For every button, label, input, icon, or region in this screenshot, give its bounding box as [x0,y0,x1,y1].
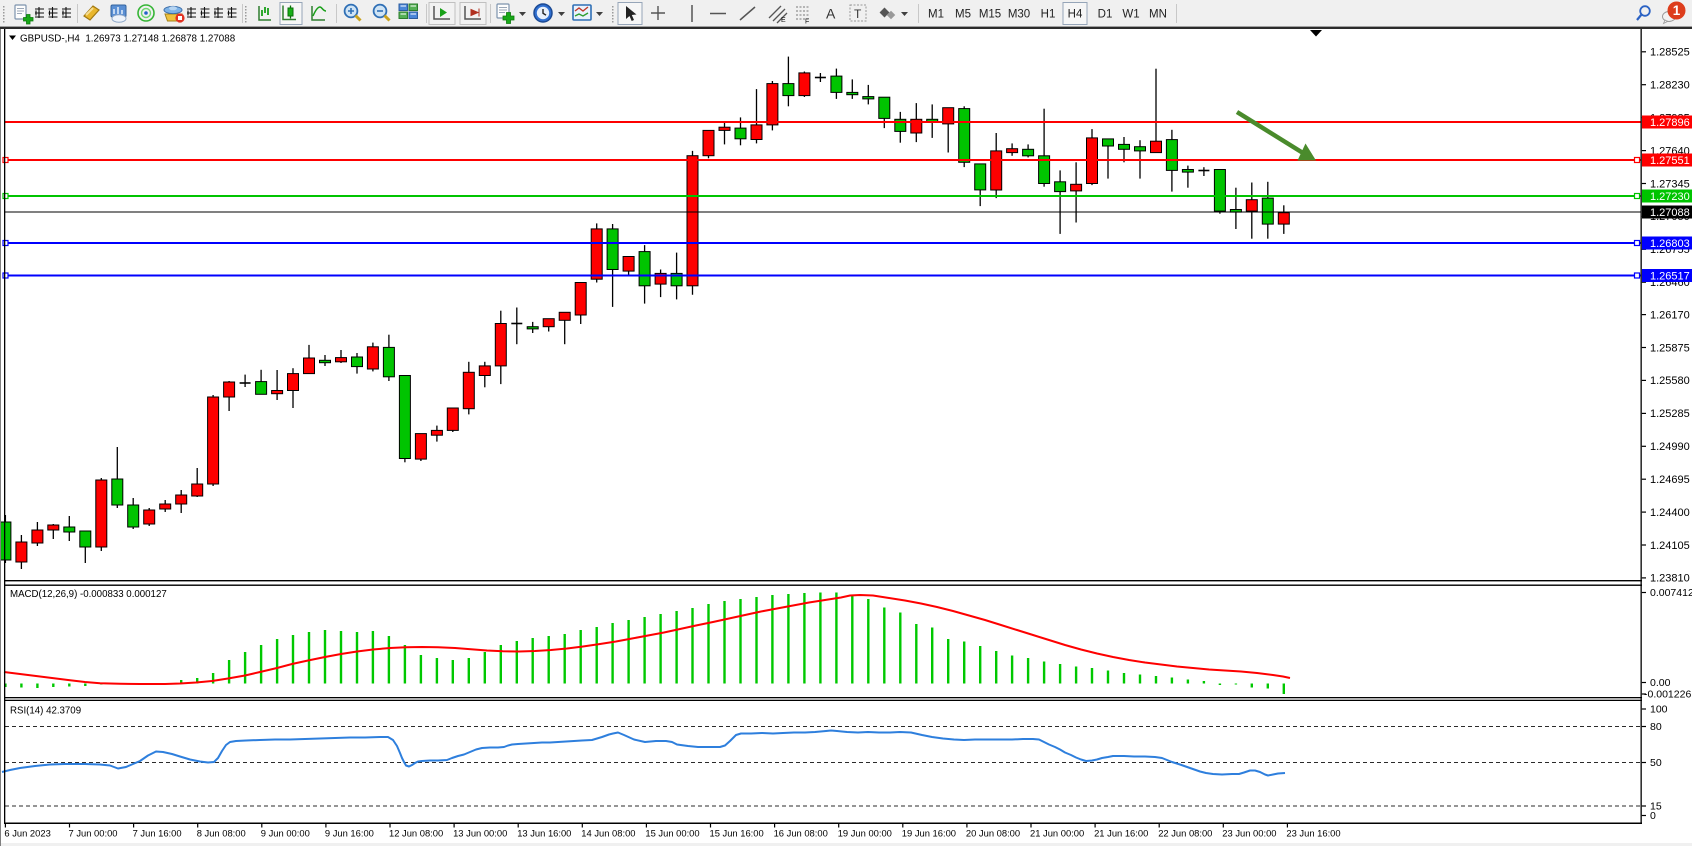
svg-text:1.24695: 1.24695 [1650,474,1690,486]
svg-text:7 Jun 00:00: 7 Jun 00:00 [69,827,118,838]
svg-text:14 Jun 08:00: 14 Jun 08:00 [581,827,635,838]
svg-text:1.26517: 1.26517 [1650,270,1690,282]
svg-text:1.28230: 1.28230 [1650,80,1690,92]
svg-text:0.00: 0.00 [1650,677,1671,689]
svg-text:0: 0 [1650,810,1656,822]
svg-text:1.27088: 1.27088 [1650,207,1690,219]
svg-text:9 Jun 16:00: 9 Jun 16:00 [325,827,374,838]
svg-text:D1: D1 [1098,9,1113,21]
svg-text:100: 100 [1650,704,1668,716]
svg-text:19 Jun 00:00: 19 Jun 00:00 [838,827,892,838]
svg-text:W1: W1 [1122,9,1139,21]
svg-text:1.24105: 1.24105 [1650,540,1690,552]
svg-text:21 Jun 16:00: 21 Jun 16:00 [1094,827,1148,838]
svg-text:1.28525: 1.28525 [1650,47,1690,59]
svg-text:1.27896: 1.27896 [1650,117,1690,129]
svg-text:21 Jun 00:00: 21 Jun 00:00 [1030,827,1084,838]
svg-text:16 Jun 08:00: 16 Jun 08:00 [774,827,828,838]
svg-text:F: F [805,19,809,26]
svg-text:1.23810: 1.23810 [1650,573,1690,585]
svg-text:M1: M1 [928,9,944,21]
svg-text:15: 15 [1650,801,1662,813]
svg-text:15 Jun 00:00: 15 Jun 00:00 [645,827,699,838]
svg-text:15 Jun 16:00: 15 Jun 16:00 [710,827,764,838]
svg-text:1.26803: 1.26803 [1650,238,1690,250]
svg-text:M30: M30 [1008,9,1030,21]
svg-text:-0.001226: -0.001226 [1644,689,1691,701]
svg-text:M5: M5 [955,9,971,21]
svg-text:23 Jun 16:00: 23 Jun 16:00 [1286,827,1340,838]
svg-text:6 Jun 2023: 6 Jun 2023 [4,827,50,838]
svg-text:E: E [781,17,786,24]
svg-text:M15: M15 [979,9,1001,21]
svg-text:MN: MN [1149,9,1167,21]
svg-text:1.24990: 1.24990 [1650,441,1690,453]
svg-text:0.007412: 0.007412 [1650,587,1692,599]
svg-text:T: T [854,7,862,21]
svg-text:1.26170: 1.26170 [1650,309,1690,321]
svg-text:1.25875: 1.25875 [1650,342,1690,354]
svg-text:23 Jun 00:00: 23 Jun 00:00 [1222,827,1276,838]
svg-text:1.27551: 1.27551 [1650,155,1690,167]
svg-text:50: 50 [1650,757,1662,769]
svg-text:MACD(12,26,9) -0.000833 0.0001: MACD(12,26,9) -0.000833 0.000127 [10,589,167,600]
svg-text:20 Jun 08:00: 20 Jun 08:00 [966,827,1020,838]
svg-text:A: A [826,6,836,22]
svg-text:1.24400: 1.24400 [1650,507,1690,519]
svg-text:1.25580: 1.25580 [1650,375,1690,387]
svg-text:GBPUSD-,H4 1.26973 1.27148 1.: GBPUSD-,H4 1.26973 1.27148 1.26878 1.270… [20,34,236,45]
svg-text:1: 1 [1673,3,1681,18]
svg-text:9 Jun 00:00: 9 Jun 00:00 [261,827,310,838]
svg-text:1.25285: 1.25285 [1650,408,1690,420]
svg-text:13 Jun 16:00: 13 Jun 16:00 [517,827,571,838]
svg-text:13 Jun 00:00: 13 Jun 00:00 [453,827,507,838]
svg-text:12 Jun 08:00: 12 Jun 08:00 [389,827,443,838]
svg-text:8 Jun 08:00: 8 Jun 08:00 [197,827,246,838]
svg-text:1.27345: 1.27345 [1650,178,1690,190]
svg-text:19 Jun 16:00: 19 Jun 16:00 [902,827,956,838]
svg-text:22 Jun 08:00: 22 Jun 08:00 [1158,827,1212,838]
svg-text:80: 80 [1650,721,1662,733]
svg-text:H4: H4 [1068,9,1083,21]
svg-text:7 Jun 16:00: 7 Jun 16:00 [133,827,182,838]
svg-text:H1: H1 [1041,9,1056,21]
svg-text:RSI(14) 42.3709: RSI(14) 42.3709 [10,706,81,717]
svg-text:1.27230: 1.27230 [1650,191,1690,203]
